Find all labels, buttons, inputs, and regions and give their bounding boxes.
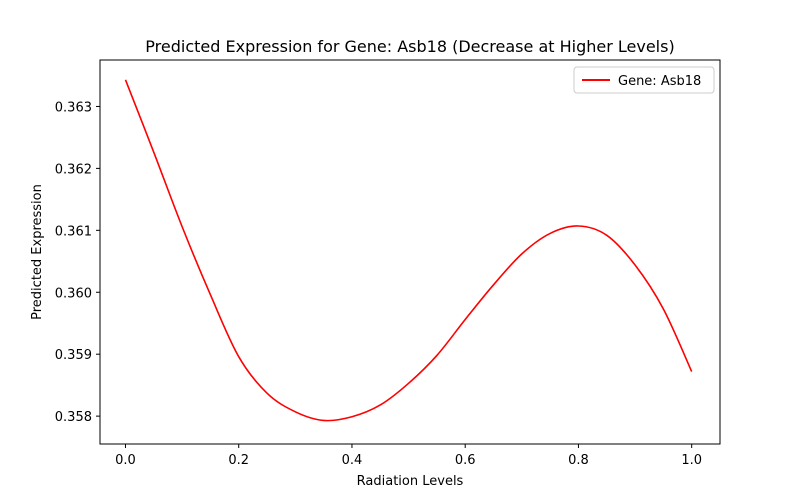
y-axis-label: Predicted Expression (30, 184, 45, 320)
x-tick-label: 0.0 (115, 453, 136, 468)
y-axis: 0.358 0.359 0.360 0.361 0.362 0.363 (55, 100, 100, 425)
legend-label: Gene: Asb18 (618, 74, 701, 89)
x-tick-label: 0.4 (342, 453, 363, 468)
series-layer (124, 79, 693, 422)
legend: Gene: Asb18 (573, 66, 715, 94)
y-tick-label: 0.359 (55, 348, 92, 363)
y-tick-label: 0.362 (55, 162, 92, 177)
y-tick-label: 0.360 (55, 286, 92, 301)
x-axis: 0.0 0.2 0.4 0.6 0.8 1.0 (115, 444, 702, 468)
y-tick-label: 0.361 (55, 224, 92, 239)
x-tick-label: 0.8 (568, 453, 589, 468)
chart-title: Predicted Expression for Gene: Asb18 (De… (145, 37, 674, 56)
y-tick-label: 0.363 (55, 100, 92, 115)
x-axis-label: Radiation Levels (357, 474, 464, 489)
y-tick-label: 0.358 (55, 410, 92, 425)
x-tick-label: 1.0 (681, 453, 702, 468)
series-line-asb18 (124, 79, 693, 422)
x-tick-label: 0.2 (228, 453, 249, 468)
plot-frame (99, 59, 721, 445)
legend-frame (573, 66, 715, 94)
x-tick-label: 0.6 (455, 453, 476, 468)
